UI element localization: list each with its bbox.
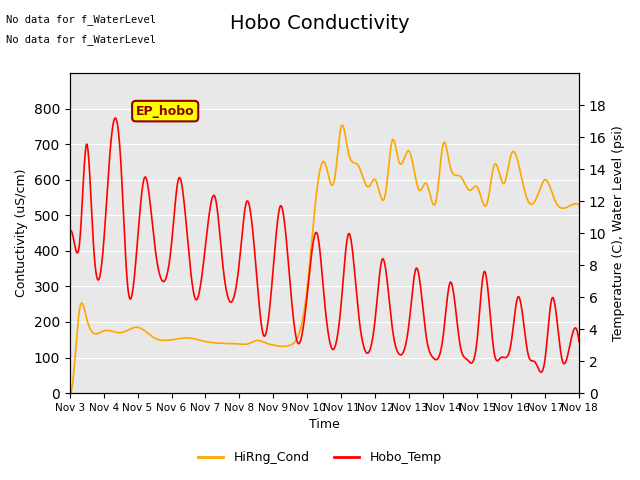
Hobo_Temp [111,115,119,121]
Text: EP_hobo: EP_hobo [136,105,195,118]
Hobo_Temp [124,286,132,291]
Text: No data for f_WaterLevel: No data for f_WaterLevel [6,34,156,45]
HiRng_Cond [154,336,162,342]
Y-axis label: Contuctivity (uS/cm): Contuctivity (uS/cm) [15,169,28,297]
Legend: HiRng_Cond, Hobo_Temp: HiRng_Cond, Hobo_Temp [193,446,447,469]
Hobo_Temp [575,339,583,345]
Hobo_Temp [511,315,518,321]
HiRng_Cond [511,149,518,155]
Text: No data for f_WaterLevel: No data for f_WaterLevel [6,14,156,25]
Hobo_Temp [284,247,291,252]
HiRng_Cond [339,122,346,128]
Y-axis label: Temperature (C), Water Level (psi): Temperature (C), Water Level (psi) [612,125,625,341]
Hobo_Temp [261,333,269,338]
Text: Hobo Conductivity: Hobo Conductivity [230,14,410,34]
HiRng_Cond [124,327,132,333]
Hobo_Temp [537,369,545,375]
X-axis label: Time: Time [309,419,340,432]
HiRng_Cond [261,340,269,346]
Line: Hobo_Temp: Hobo_Temp [70,118,579,372]
HiRng_Cond [66,390,74,396]
HiRng_Cond [283,343,291,349]
Hobo_Temp [566,345,573,351]
Line: HiRng_Cond: HiRng_Cond [70,125,579,393]
Hobo_Temp [66,230,74,236]
HiRng_Cond [575,202,583,207]
HiRng_Cond [565,203,573,209]
Hobo_Temp [154,265,162,271]
